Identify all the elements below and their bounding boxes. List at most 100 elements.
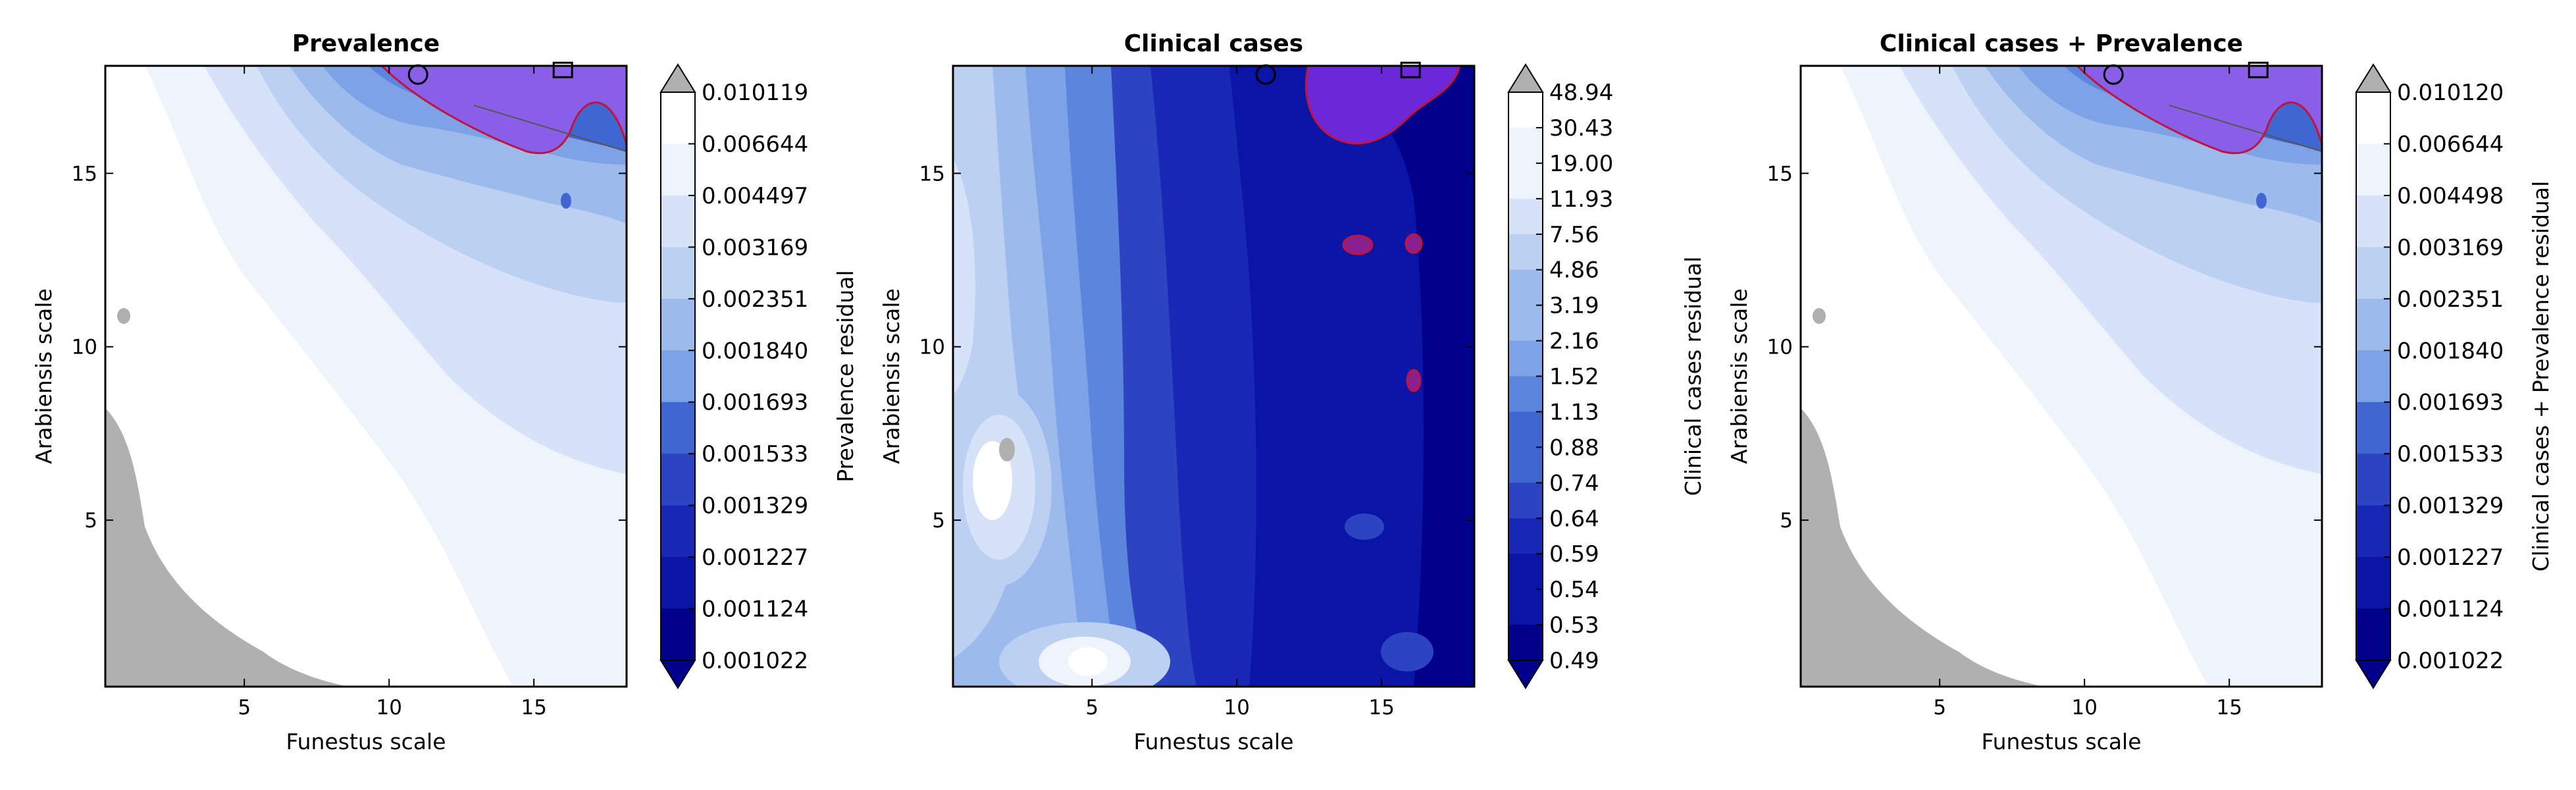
chart-panel-2: 5 10 15 5 10 15 Clinical cases Funestus scale Ar… <box>879 30 1706 754</box>
colorbar-segment <box>661 454 695 506</box>
colorbar-segment <box>2356 144 2390 196</box>
colorbar-top-arrow <box>659 63 696 93</box>
colorbar-segment <box>1508 340 1543 377</box>
colorbar-label: Prevalence residual <box>833 270 858 482</box>
axes-frame <box>1799 65 2323 688</box>
colorbar-tick-label: 2.16 <box>1549 329 1599 355</box>
colorbar-segment <box>1508 163 1543 199</box>
colorbar-tick-label: 0.001533 <box>702 441 808 467</box>
colorbar-segment <box>1508 554 1543 591</box>
contour-hotspot-inner <box>973 441 1012 520</box>
y-tick-label: 10 <box>1767 336 1793 359</box>
chart-title: Clinical cases <box>1124 30 1303 57</box>
colorbar-bottom-arrow <box>659 660 696 689</box>
y-tick-label: 15 <box>72 162 97 186</box>
chart-title: Prevalence <box>292 30 440 57</box>
colorbar-tick-label: 0.001693 <box>2397 390 2504 416</box>
contour-spot <box>2256 193 2267 209</box>
chart-panel-3: 5 10 15 5 10 15 Clinical cases + Prevalence Fun… <box>1726 30 2554 754</box>
colorbar-tick-label: 4.86 <box>1549 257 1599 284</box>
colorbar-segment <box>2356 402 2390 455</box>
square-marker <box>1400 61 1421 78</box>
colorbar-segment <box>2356 195 2390 248</box>
axes-frame <box>104 65 628 688</box>
chart-panel-1: 5 10 15 5 10 15 Prevalence Funestus scale Arabie… <box>31 30 858 754</box>
colorbar-segment <box>661 144 695 196</box>
colorbar-tick-label: 0.006644 <box>702 131 808 157</box>
colorbar-segment <box>1508 589 1543 626</box>
y-tick-label: 5 <box>932 509 945 533</box>
colorbar: 48.94 30.43 19.00 11.93 7.56 4.86 3.19 2.16 1.52… <box>1507 63 1706 689</box>
x-axis-label: Funestus scale <box>1133 729 1293 754</box>
x-tick-label: 10 <box>2071 696 2097 720</box>
colorbar-tick-label: 0.003169 <box>2397 234 2504 261</box>
excluded-spot <box>999 438 1015 461</box>
colorbar-segment <box>1508 518 1543 555</box>
colorbar-tick-label: 0.010119 <box>702 80 808 106</box>
y-tick-label: 5 <box>1780 509 1793 533</box>
colorbar-frame <box>2356 92 2391 661</box>
x-axis-label: Funestus scale <box>286 729 446 754</box>
colorbar-tick-label: 48.94 <box>1549 80 1613 106</box>
colorbar-frame <box>660 92 696 661</box>
colorbar-tick-label: 0.001227 <box>2397 544 2504 571</box>
colorbar-segment <box>2356 92 2390 145</box>
colorbar-tick-label: 7.56 <box>1549 222 1599 248</box>
colorbar-tick-label: 19.00 <box>1549 151 1613 177</box>
colorbar-tick-label: 0.010120 <box>2397 80 2504 106</box>
colorbar-segment <box>2356 247 2390 300</box>
purple-region <box>1304 66 1461 145</box>
colorbar-tick-label: 0.54 <box>1549 577 1599 603</box>
colorbar-tick-label: 0.001124 <box>702 596 808 623</box>
purple-spot <box>1406 369 1422 392</box>
purple-spot <box>1342 234 1374 255</box>
y-tick-label: 15 <box>1767 162 1793 186</box>
colorbar-tick-label: 0.001693 <box>702 390 808 416</box>
contour-spot <box>1381 632 1433 672</box>
y-axis-label: Arabiensis scale <box>879 288 904 464</box>
y-tick-label: 10 <box>72 336 97 359</box>
x-tick-label: 15 <box>2216 696 2242 720</box>
colorbar-tick-label: 0.001533 <box>2397 441 2504 467</box>
purple-spot <box>1404 233 1423 254</box>
colorbar-tick-label: 0.64 <box>1549 506 1599 532</box>
colorbar-segment <box>2356 505 2390 558</box>
colorbar-tick-label: 0.53 <box>1549 612 1599 639</box>
contour-line <box>380 66 627 155</box>
colorbar-segment <box>2356 557 2390 610</box>
colorbar-tick-label: 0.49 <box>1549 648 1599 674</box>
colorbar-tick-label: 0.001329 <box>2397 493 2504 519</box>
excluded-spot <box>1813 308 1826 324</box>
colorbar-tick-label: 0.002351 <box>702 286 808 313</box>
colorbar-tick-label: 11.93 <box>1549 186 1613 213</box>
colorbar-bottom-arrow <box>1507 660 1544 689</box>
colorbar-segment <box>1508 198 1543 235</box>
chart-title: Clinical cases + Prevalence <box>1880 30 2243 57</box>
y-tick-label: 5 <box>84 509 97 533</box>
x-tick-label: 15 <box>521 696 546 720</box>
colorbar-segment <box>1508 483 1543 519</box>
x-tick-label: 5 <box>1933 696 1946 720</box>
colorbar: 0.010119 0.006644 0.004497 0.003169 0.002351… <box>659 63 858 689</box>
colorbar-tick-label: 0.001227 <box>702 544 808 571</box>
plot-area <box>953 66 1474 687</box>
plot-area <box>1801 66 2322 687</box>
colorbar-tick-label: 0.001840 <box>702 338 808 364</box>
contour-band-8 <box>1322 66 1474 687</box>
colorbar-top-arrow <box>2355 63 2392 93</box>
colorbar-segment <box>1508 447 1543 484</box>
colorbar-tick-label: 0.001840 <box>2397 338 2504 364</box>
contour-band-6 <box>953 158 975 395</box>
colorbar-tick-label: 0.004497 <box>702 183 808 209</box>
colorbar-bottom-arrow <box>2355 660 2392 689</box>
colorbar-segment <box>661 505 695 558</box>
y-tick-label: 10 <box>919 336 945 359</box>
y-axis-label: Arabiensis scale <box>31 288 57 464</box>
square-marker <box>552 61 573 78</box>
colorbar-segment <box>1508 269 1543 306</box>
colorbar-segment <box>1508 234 1543 271</box>
colorbar-tick-label: 0.001022 <box>2397 648 2504 674</box>
colorbar-segment <box>661 298 695 352</box>
colorbar-segment <box>1508 625 1543 661</box>
